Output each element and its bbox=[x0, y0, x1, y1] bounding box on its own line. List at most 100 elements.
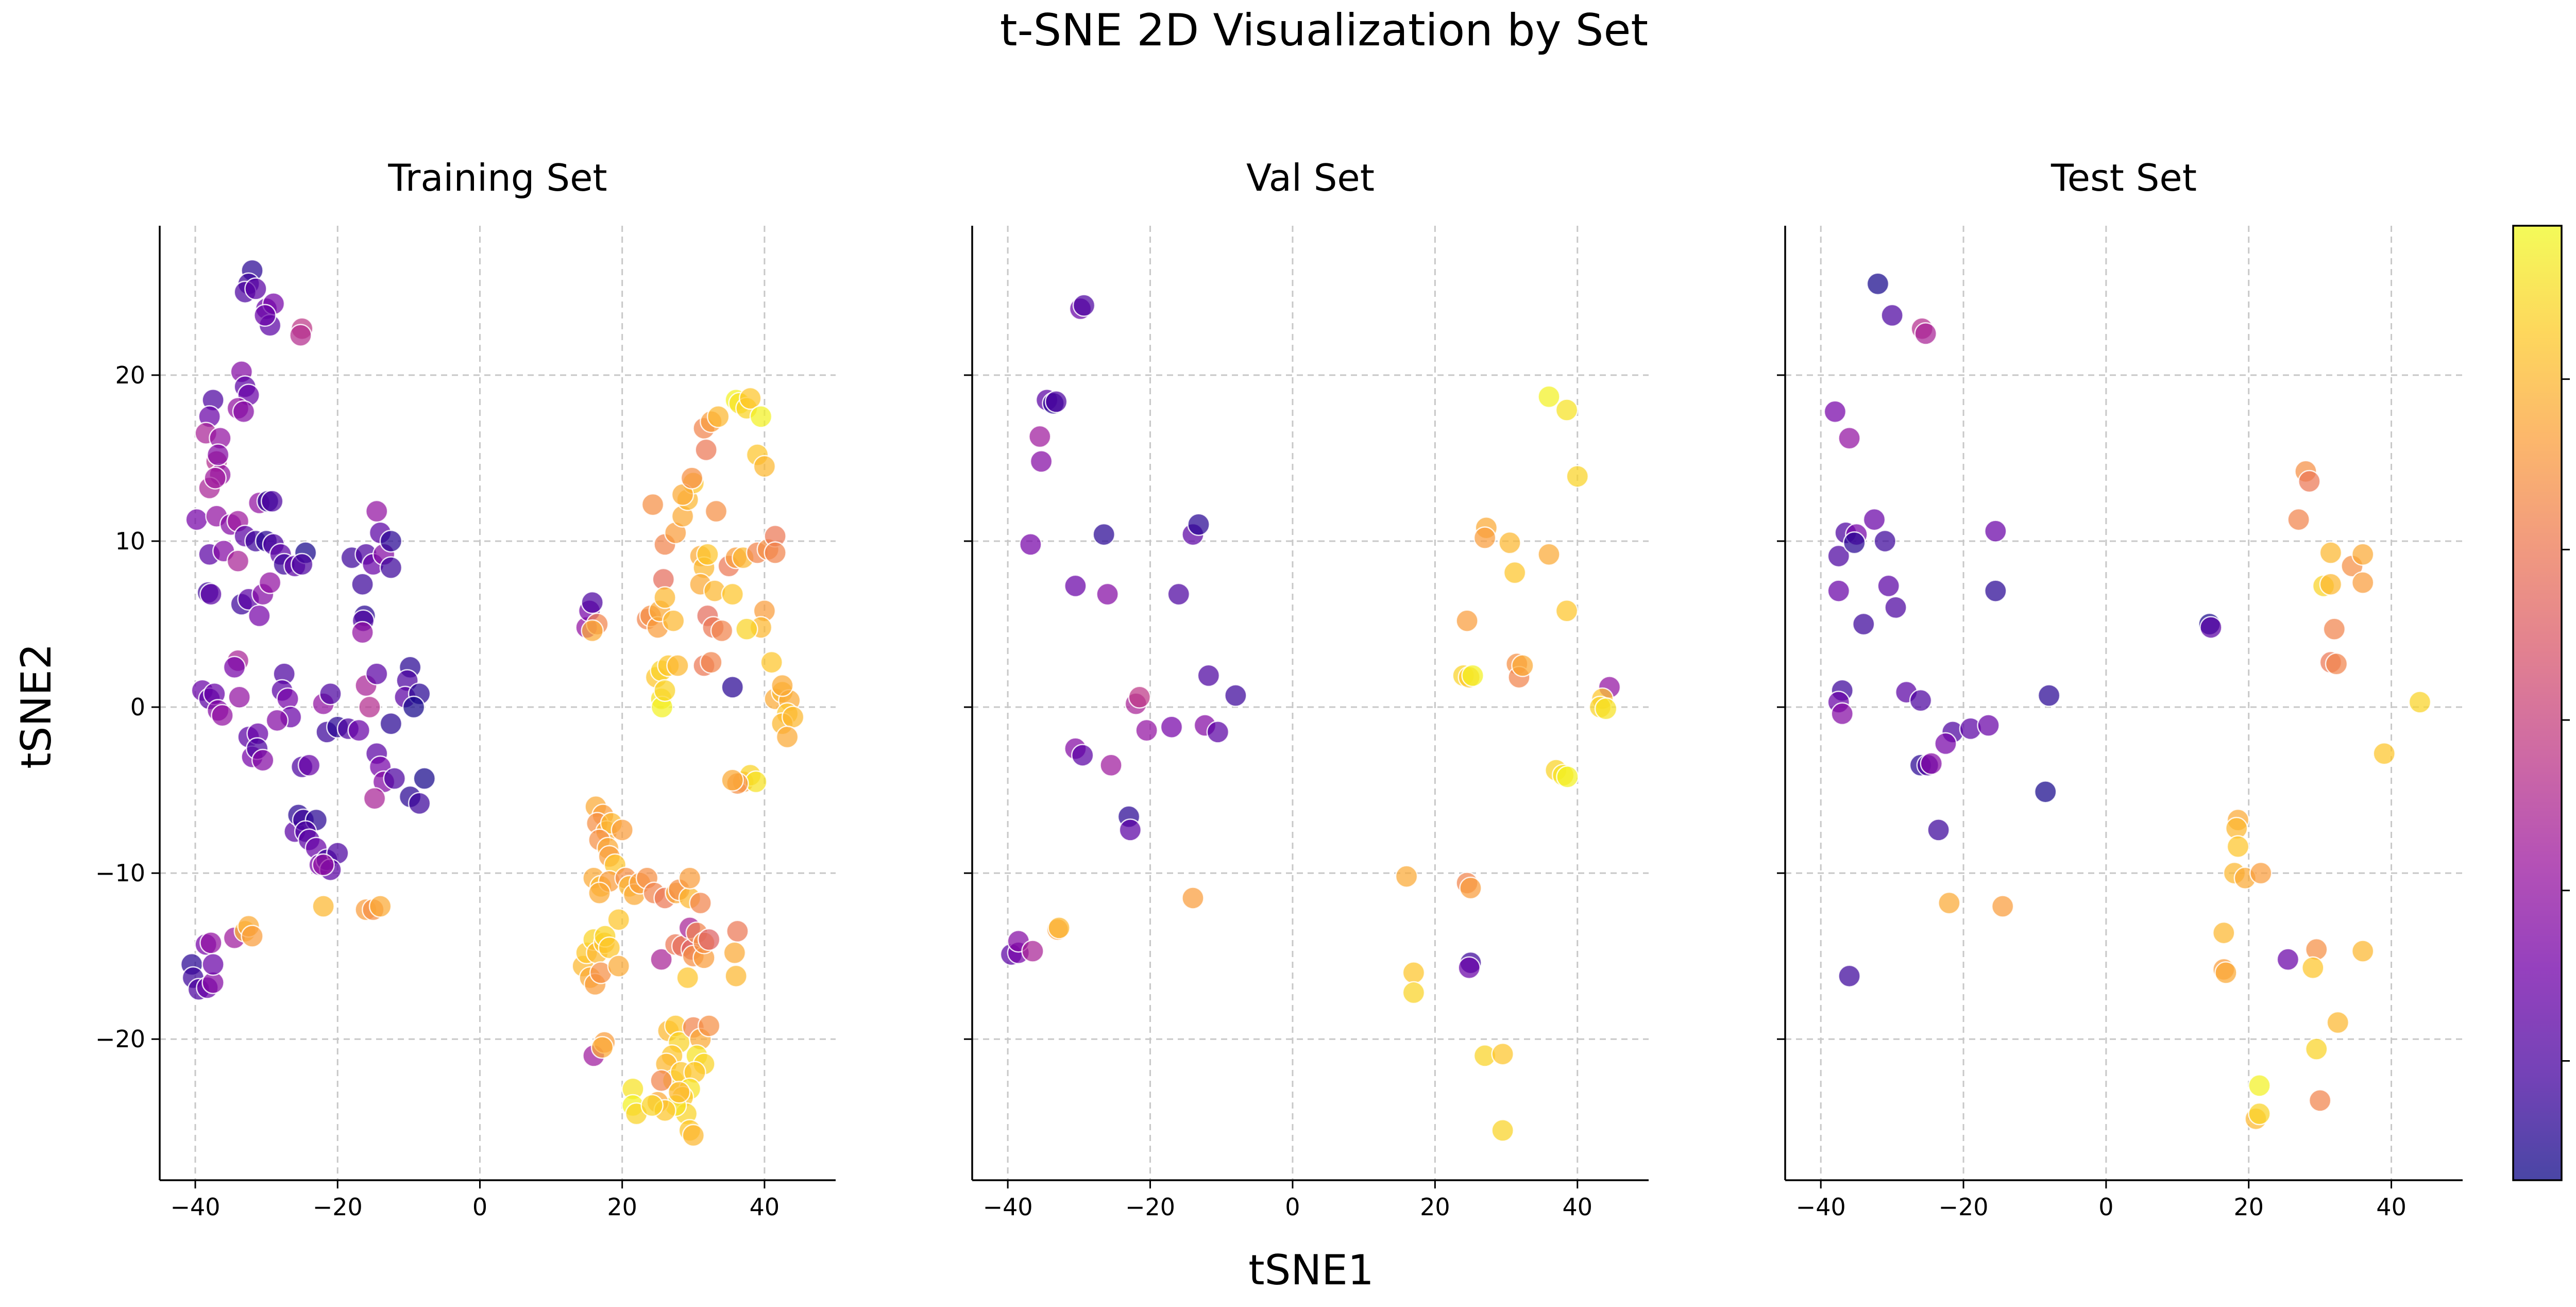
scatter-point bbox=[706, 405, 730, 428]
scatter-point bbox=[1092, 523, 1115, 546]
scatter-point bbox=[244, 277, 267, 300]
scatter-point bbox=[2319, 573, 2343, 596]
colorbar: −10−50510ΔΔG bbox=[2512, 225, 2570, 1181]
scatter-point bbox=[735, 617, 758, 641]
scatter-point bbox=[2249, 861, 2273, 885]
scatter-point bbox=[710, 619, 734, 643]
scatter-point bbox=[1395, 865, 1418, 888]
scatter-point bbox=[771, 674, 794, 697]
scatter-point bbox=[1594, 697, 1618, 720]
scatter-point bbox=[199, 931, 223, 954]
scatter-point bbox=[753, 455, 776, 478]
scatter-point bbox=[1473, 526, 1497, 549]
scatter-point bbox=[607, 954, 631, 978]
scatter-point bbox=[764, 541, 787, 564]
scatter-point bbox=[1071, 744, 1094, 767]
scatter-point bbox=[1402, 961, 1426, 984]
x-tick-label: −20 bbox=[1939, 1193, 1989, 1221]
y-tick-label: 0 bbox=[130, 693, 145, 721]
scatter-point bbox=[1827, 544, 1851, 568]
scatter-point bbox=[653, 679, 676, 702]
scatter-point bbox=[1843, 531, 1866, 555]
scatter-point bbox=[650, 948, 673, 971]
scatter-panel-3: −40 −20 0 20 40 Test Set bbox=[1777, 156, 2463, 1221]
scatter-point bbox=[641, 493, 665, 516]
scatter-point bbox=[1064, 574, 1087, 598]
scatter-point bbox=[1019, 533, 1042, 556]
scatter-point bbox=[721, 768, 744, 792]
scatter-point bbox=[1909, 689, 1933, 712]
scatter-point bbox=[2226, 835, 2250, 858]
scatter-point bbox=[704, 499, 728, 523]
scatter-point bbox=[1984, 520, 2007, 543]
scatter-point bbox=[1838, 427, 1861, 450]
scatter-point bbox=[1537, 385, 1561, 408]
scatter-point bbox=[1029, 450, 1053, 473]
scatter-point bbox=[1181, 886, 1205, 910]
scatter-point bbox=[662, 609, 685, 632]
scatter-point bbox=[383, 767, 406, 790]
scatter-point bbox=[1823, 400, 1847, 423]
scatter-point bbox=[1852, 612, 1875, 636]
scatter-point bbox=[1224, 684, 1247, 707]
scatter-point bbox=[2372, 742, 2396, 765]
scatter-point bbox=[640, 1094, 664, 1117]
scatter-point bbox=[265, 709, 289, 732]
scatter-point bbox=[290, 552, 314, 576]
scatter-point bbox=[365, 499, 388, 523]
scatter-point bbox=[1118, 818, 1142, 842]
scatter-point bbox=[1920, 752, 1943, 775]
scatter-point bbox=[1135, 718, 1158, 742]
scatter-point bbox=[2298, 470, 2321, 493]
panel-title: Training Set bbox=[387, 156, 607, 199]
scatter-point bbox=[680, 466, 704, 490]
scatter-point bbox=[694, 438, 718, 462]
scatter-point bbox=[611, 818, 634, 842]
scatter-point bbox=[347, 718, 370, 742]
scatter-point bbox=[1556, 765, 1579, 789]
scatter-point bbox=[363, 786, 386, 810]
scatter-point bbox=[682, 1124, 705, 1147]
scatter-point bbox=[2301, 956, 2325, 979]
scatter-point bbox=[2214, 961, 2238, 984]
scatter-point bbox=[232, 400, 256, 423]
scatter-point bbox=[2276, 948, 2300, 971]
scatter-point bbox=[2326, 1011, 2350, 1034]
x-tick-label: 20 bbox=[607, 1193, 637, 1221]
x-tick-label: 40 bbox=[750, 1193, 780, 1221]
scatter-point bbox=[1455, 609, 1479, 632]
scatter-point bbox=[365, 662, 388, 685]
scatter-point bbox=[739, 387, 762, 410]
x-tick-label: 40 bbox=[2376, 1193, 2406, 1221]
scatter-point bbox=[1511, 654, 1534, 677]
scatter-point bbox=[2248, 1074, 2271, 1097]
scatter-point bbox=[226, 549, 250, 573]
scatter-point bbox=[1498, 531, 1521, 555]
shared-ylabel: tSNE2 bbox=[12, 643, 60, 768]
scatter-point bbox=[1873, 529, 1897, 553]
scatter-point bbox=[2319, 541, 2343, 564]
scatter-point bbox=[260, 490, 284, 513]
scatter-point bbox=[211, 703, 234, 727]
scatter-point bbox=[2351, 543, 2375, 566]
scatter-point bbox=[1491, 1042, 1514, 1066]
scatter-point bbox=[696, 543, 719, 566]
scatter-point bbox=[1044, 390, 1068, 413]
scatter-point bbox=[1047, 916, 1071, 940]
scatter-point bbox=[251, 748, 275, 772]
scatter-point bbox=[413, 767, 436, 790]
scatter-point bbox=[223, 656, 246, 679]
scatter-point bbox=[1459, 876, 1482, 900]
shared-xlabel: tSNE1 bbox=[1248, 1246, 1374, 1294]
scatter-point bbox=[2308, 1089, 2332, 1112]
scatter-point bbox=[700, 650, 723, 674]
scatter-point bbox=[775, 725, 799, 749]
scatter-point bbox=[402, 695, 426, 719]
scatter-point bbox=[1934, 732, 1957, 756]
scatter-point bbox=[697, 1014, 721, 1037]
scatter-point bbox=[1927, 818, 1950, 842]
scatter-point bbox=[1977, 714, 2000, 737]
scatter-point bbox=[2212, 921, 2235, 945]
scatter-point bbox=[248, 604, 271, 628]
scatter-point bbox=[1503, 561, 1527, 584]
